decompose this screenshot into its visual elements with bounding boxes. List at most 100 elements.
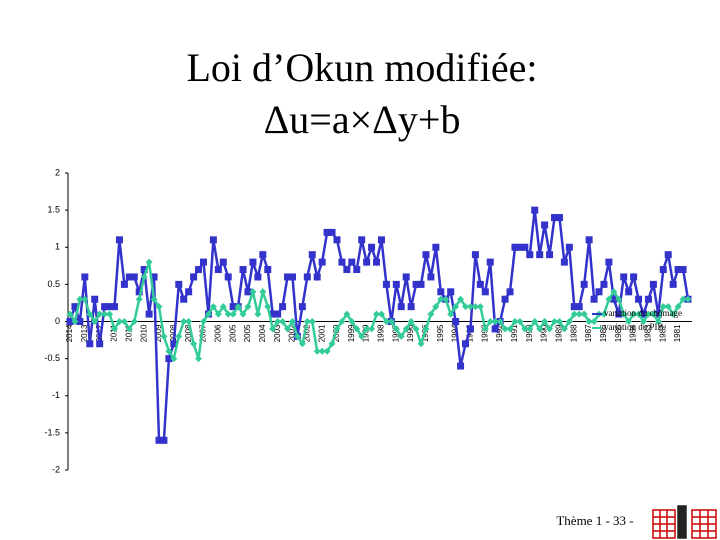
point: [86, 340, 94, 348]
y-tick-label: -0.5: [44, 353, 60, 363]
point: [437, 295, 445, 303]
point: [412, 325, 420, 333]
point: [160, 436, 168, 444]
point: [669, 310, 677, 318]
point: [209, 303, 217, 311]
point: [659, 303, 667, 311]
point: [288, 273, 296, 281]
point: [135, 288, 143, 296]
x-tick-label: 2008: [169, 324, 178, 342]
x-tick-label: 1993: [480, 324, 489, 342]
x-tick-label: 1995: [436, 324, 445, 342]
point: [452, 318, 460, 325]
point: [501, 295, 509, 303]
point: [412, 280, 420, 288]
point: [254, 273, 262, 281]
point: [407, 303, 415, 311]
x-tick-label: 2014: [65, 324, 74, 342]
point: [580, 280, 588, 288]
point: [318, 347, 326, 355]
point: [358, 236, 366, 244]
point: [115, 236, 123, 244]
point: [536, 325, 544, 333]
point: [170, 340, 178, 348]
point: [575, 310, 583, 318]
point: [541, 221, 549, 229]
point: [239, 266, 247, 274]
point: [308, 251, 316, 259]
point: [560, 325, 568, 333]
x-tick-label: 1998: [377, 324, 386, 342]
x-tick-label: 1984: [629, 324, 638, 342]
point: [150, 273, 158, 281]
point: [86, 310, 94, 318]
point: [303, 318, 311, 325]
point: [353, 325, 361, 333]
point: [392, 280, 400, 288]
point: [481, 288, 489, 296]
point: [551, 214, 559, 222]
point: [185, 288, 193, 296]
point: [486, 318, 494, 325]
point: [71, 318, 79, 325]
point: [318, 258, 326, 266]
point: [155, 303, 163, 311]
point: [323, 347, 331, 355]
x-tick-label: 1991: [510, 324, 519, 342]
point: [402, 325, 410, 333]
point: [659, 266, 667, 274]
point: [234, 303, 242, 311]
point: [76, 318, 84, 325]
point: [674, 303, 682, 311]
point: [654, 310, 662, 318]
point: [190, 340, 198, 348]
point: [546, 325, 554, 333]
point: [135, 295, 143, 303]
point: [313, 273, 321, 281]
point: [546, 251, 554, 259]
point: [224, 310, 232, 318]
point: [551, 318, 559, 325]
point: [333, 236, 341, 244]
point: [185, 318, 193, 325]
point: [338, 258, 346, 266]
point: [625, 288, 633, 296]
point: [565, 318, 573, 325]
point: [264, 303, 272, 311]
chart-subtitle: Δu=a×Δy+b: [264, 97, 461, 142]
point: [91, 318, 99, 325]
point: [630, 310, 638, 318]
point: [348, 318, 356, 325]
point: [476, 303, 484, 311]
logo: [652, 505, 717, 539]
point: [170, 355, 178, 363]
point: [96, 340, 104, 348]
point: [600, 280, 608, 288]
chart-title: Loi d’Okun modifiée:: [186, 45, 537, 90]
point: [595, 288, 603, 296]
point: [570, 303, 578, 311]
point: [457, 362, 465, 370]
y-tick-label: -1: [52, 390, 60, 400]
point: [81, 273, 89, 281]
point: [125, 273, 133, 281]
point: [615, 295, 623, 303]
point: [625, 318, 633, 325]
point: [110, 325, 118, 333]
point: [175, 280, 183, 288]
point: [491, 325, 499, 333]
point: [466, 303, 474, 311]
point: [140, 273, 148, 281]
point: [313, 347, 321, 355]
point: [402, 273, 410, 281]
point: [96, 310, 104, 318]
point: [368, 243, 376, 251]
point: [590, 318, 598, 325]
point: [333, 325, 341, 333]
point: [106, 303, 114, 311]
point: [511, 318, 519, 325]
point: [244, 288, 252, 296]
point: [442, 295, 450, 303]
point: [585, 236, 593, 244]
x-tick-label: 2004: [258, 324, 267, 342]
